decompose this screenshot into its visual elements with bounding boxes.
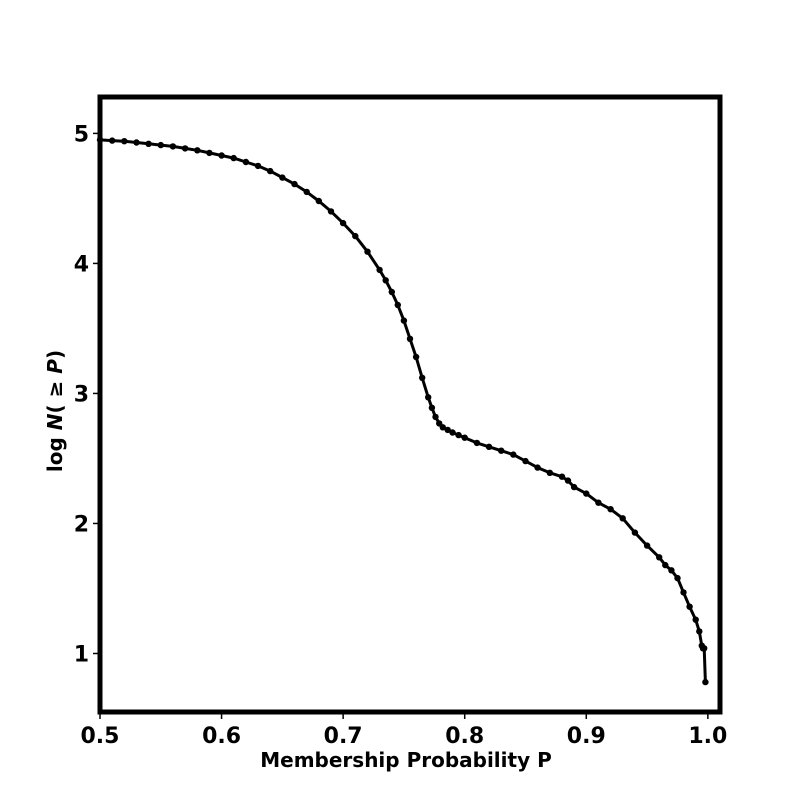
data-point	[181, 145, 189, 152]
data-point	[428, 404, 436, 411]
data-point	[485, 443, 493, 450]
x-tick-label: 0.9	[567, 724, 606, 749]
data-point	[206, 149, 213, 157]
y-axis-label-close: )	[43, 350, 67, 359]
y-axis-label-prefix: log	[43, 430, 67, 472]
data-point	[619, 515, 626, 522]
data-point	[692, 616, 699, 623]
y-tick-label: 1	[74, 642, 89, 667]
data-point	[279, 174, 286, 181]
data-point	[352, 232, 359, 240]
data-point	[701, 645, 708, 652]
y-axis-label-open: ( ≥	[43, 374, 67, 414]
data-point	[109, 137, 116, 144]
data-point	[339, 219, 347, 227]
data-point	[643, 542, 651, 549]
x-tick-label: 0.7	[324, 724, 363, 749]
data-point	[534, 464, 541, 471]
data-point	[702, 678, 709, 686]
data-point	[696, 628, 703, 635]
series-layer	[96, 136, 709, 686]
data-point	[291, 180, 298, 188]
data-point	[680, 589, 687, 596]
data-point	[254, 162, 262, 170]
data-point	[607, 506, 614, 513]
data-point	[425, 394, 432, 401]
data-point	[194, 147, 201, 154]
data-point	[444, 426, 451, 434]
data-point	[662, 561, 669, 569]
x-axis-label: Membership Probability P	[260, 748, 552, 772]
x-tick-label: 0.8	[445, 724, 484, 749]
data-point	[449, 429, 456, 436]
ticks-layer: 0.5 0.6 0.7 0.8 0.9 1.0 1 2 3 4 5	[74, 122, 728, 749]
data-point	[169, 143, 177, 150]
data-point	[674, 574, 681, 582]
data-point	[432, 413, 439, 421]
data-point	[376, 266, 383, 274]
y-axis-label: log N( ≥ P)	[43, 350, 67, 472]
data-point	[570, 483, 578, 491]
data-point	[461, 434, 468, 441]
data-point	[242, 158, 250, 166]
y-tick-label: 3	[74, 382, 89, 407]
y-tick-label: 2	[74, 512, 89, 537]
data-point	[595, 499, 602, 506]
data-point	[364, 248, 371, 255]
y-axis-label-variable: N	[43, 413, 67, 430]
data-point	[382, 277, 389, 284]
data-point	[498, 447, 505, 454]
data-point	[564, 477, 572, 484]
data-point	[157, 141, 164, 149]
data-point	[412, 353, 420, 361]
data-point	[394, 301, 401, 309]
data-point	[133, 139, 140, 146]
data-point	[267, 167, 274, 175]
data-point	[668, 567, 675, 574]
x-tick-label: 1.0	[688, 724, 727, 749]
x-tick-label: 0.6	[202, 724, 241, 749]
data-point	[686, 603, 693, 610]
y-tick-label: 4	[74, 252, 89, 277]
y-axis-label-argument: P	[43, 359, 67, 374]
data-point	[419, 374, 426, 381]
data-point	[230, 154, 237, 162]
data-point	[145, 140, 152, 147]
data-point	[522, 457, 529, 465]
data-point	[439, 424, 446, 431]
data-point	[583, 490, 590, 497]
data-point	[510, 451, 517, 458]
data-point	[558, 473, 566, 480]
data-point	[303, 188, 310, 196]
data-point	[218, 152, 225, 159]
data-point	[315, 197, 322, 205]
data-point	[455, 431, 462, 439]
data-point	[388, 288, 395, 296]
data-point	[327, 208, 335, 215]
x-tick-label: 0.5	[81, 724, 120, 749]
data-point	[473, 439, 481, 447]
data-point	[656, 554, 663, 561]
data-point	[631, 529, 639, 536]
y-tick-label: 5	[74, 122, 89, 147]
data-point	[400, 317, 408, 324]
plot-frame	[97, 94, 723, 715]
data-point	[406, 335, 414, 342]
data-point	[546, 469, 553, 476]
data-point	[121, 138, 128, 145]
